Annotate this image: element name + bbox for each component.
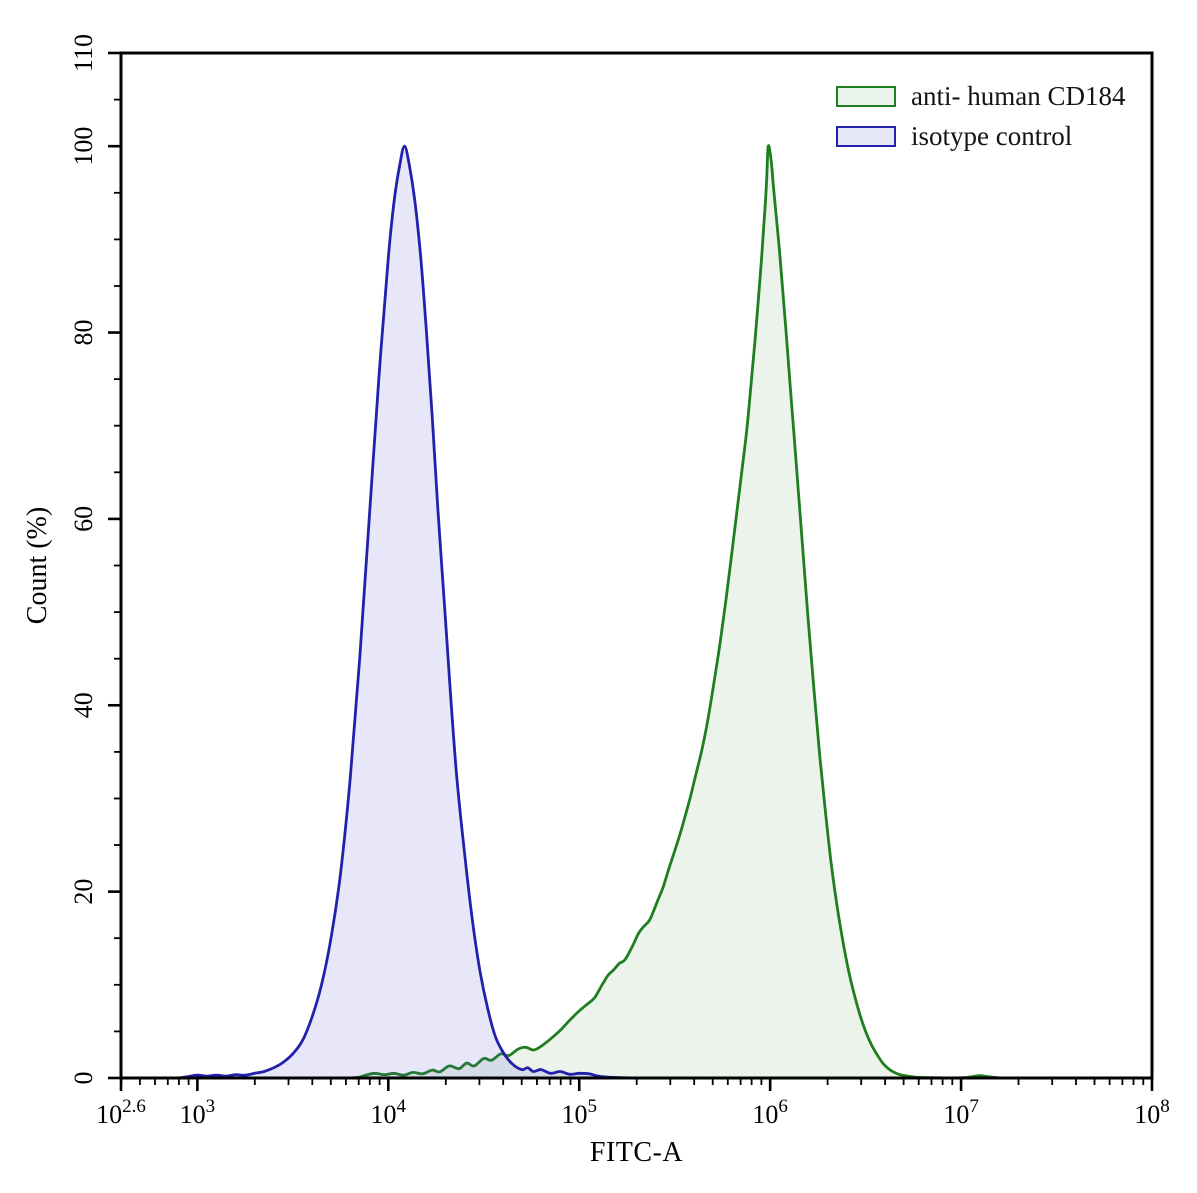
x-tick-label: 105: [561, 1096, 597, 1129]
y-tick-label: 80: [69, 320, 98, 346]
x-tick-label: 104: [371, 1096, 407, 1129]
y-tick-label: 60: [69, 506, 98, 532]
x-tick-label: 107: [943, 1096, 979, 1129]
legend-swatch-anti-human-cd184: [836, 86, 896, 107]
legend-item-isotype-control: isotype control: [836, 123, 1125, 150]
y-tick-label: 40: [69, 692, 98, 718]
y-tick-label: 100: [69, 127, 98, 166]
legend-swatch-isotype-control: [836, 126, 896, 147]
x-axis-label: FITC-A: [590, 1137, 684, 1168]
legend-item-anti-human-cd184: anti- human CD184: [836, 83, 1125, 110]
series-curve-1: [176, 144, 638, 1080]
x-tick-label: 102.6: [96, 1096, 146, 1129]
y-axis-label: Count (%): [22, 507, 53, 624]
x-tick-label: 108: [1134, 1096, 1170, 1129]
legend: anti- human CD184 isotype control: [836, 83, 1125, 150]
x-tick-label: 106: [752, 1096, 788, 1129]
y-tick-label: 20: [69, 879, 98, 905]
series-curve-0: [348, 144, 1005, 1080]
legend-label-anti-human-cd184: anti- human CD184: [911, 81, 1126, 111]
y-tick-label: 110: [69, 34, 98, 72]
x-tick-label: 103: [180, 1096, 216, 1129]
plot-frame: [119, 51, 1154, 1080]
y-tick-label: 0: [69, 1072, 98, 1085]
legend-label-isotype-control: isotype control: [911, 121, 1073, 151]
